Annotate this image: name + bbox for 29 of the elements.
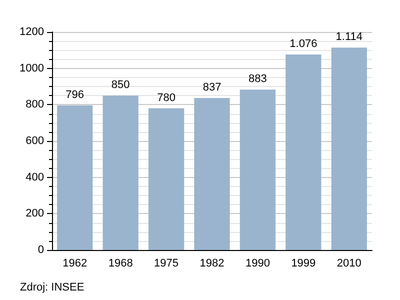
data-label: 1.114 bbox=[336, 31, 362, 44]
data-label: 850 bbox=[111, 79, 130, 92]
y-tick-label: 800 bbox=[26, 98, 44, 111]
bar bbox=[240, 90, 276, 250]
x-tick-label: 1990 bbox=[245, 258, 270, 270]
bar bbox=[286, 54, 322, 250]
bar bbox=[148, 108, 184, 250]
bar bbox=[331, 48, 367, 250]
data-label: 1.076 bbox=[290, 38, 318, 50]
x-tick-label: 1968 bbox=[108, 258, 133, 270]
bar bbox=[102, 96, 138, 250]
y-tick-label: 400 bbox=[26, 171, 44, 184]
x-tick-label: 1975 bbox=[154, 258, 179, 270]
data-label: 883 bbox=[248, 73, 267, 86]
y-tick-label: 0 bbox=[38, 244, 44, 256]
y-tick-label: 1000 bbox=[20, 62, 44, 74]
y-tick-label: 200 bbox=[26, 208, 44, 220]
y-tick-label: 600 bbox=[26, 135, 44, 147]
bar bbox=[194, 98, 230, 250]
data-label: 837 bbox=[202, 81, 222, 94]
x-tick-label: 1962 bbox=[62, 258, 88, 270]
x-tick-label: 2010 bbox=[336, 258, 362, 270]
x-tick-label: 1999 bbox=[291, 258, 316, 270]
text: Zdroj: INSEE bbox=[20, 282, 84, 294]
x-tick-label: 1982 bbox=[200, 258, 224, 270]
data-label: 796 bbox=[66, 88, 84, 101]
y-tick-label: 1200 bbox=[20, 26, 44, 38]
bar bbox=[57, 105, 93, 250]
data-label: 780 bbox=[157, 92, 176, 104]
